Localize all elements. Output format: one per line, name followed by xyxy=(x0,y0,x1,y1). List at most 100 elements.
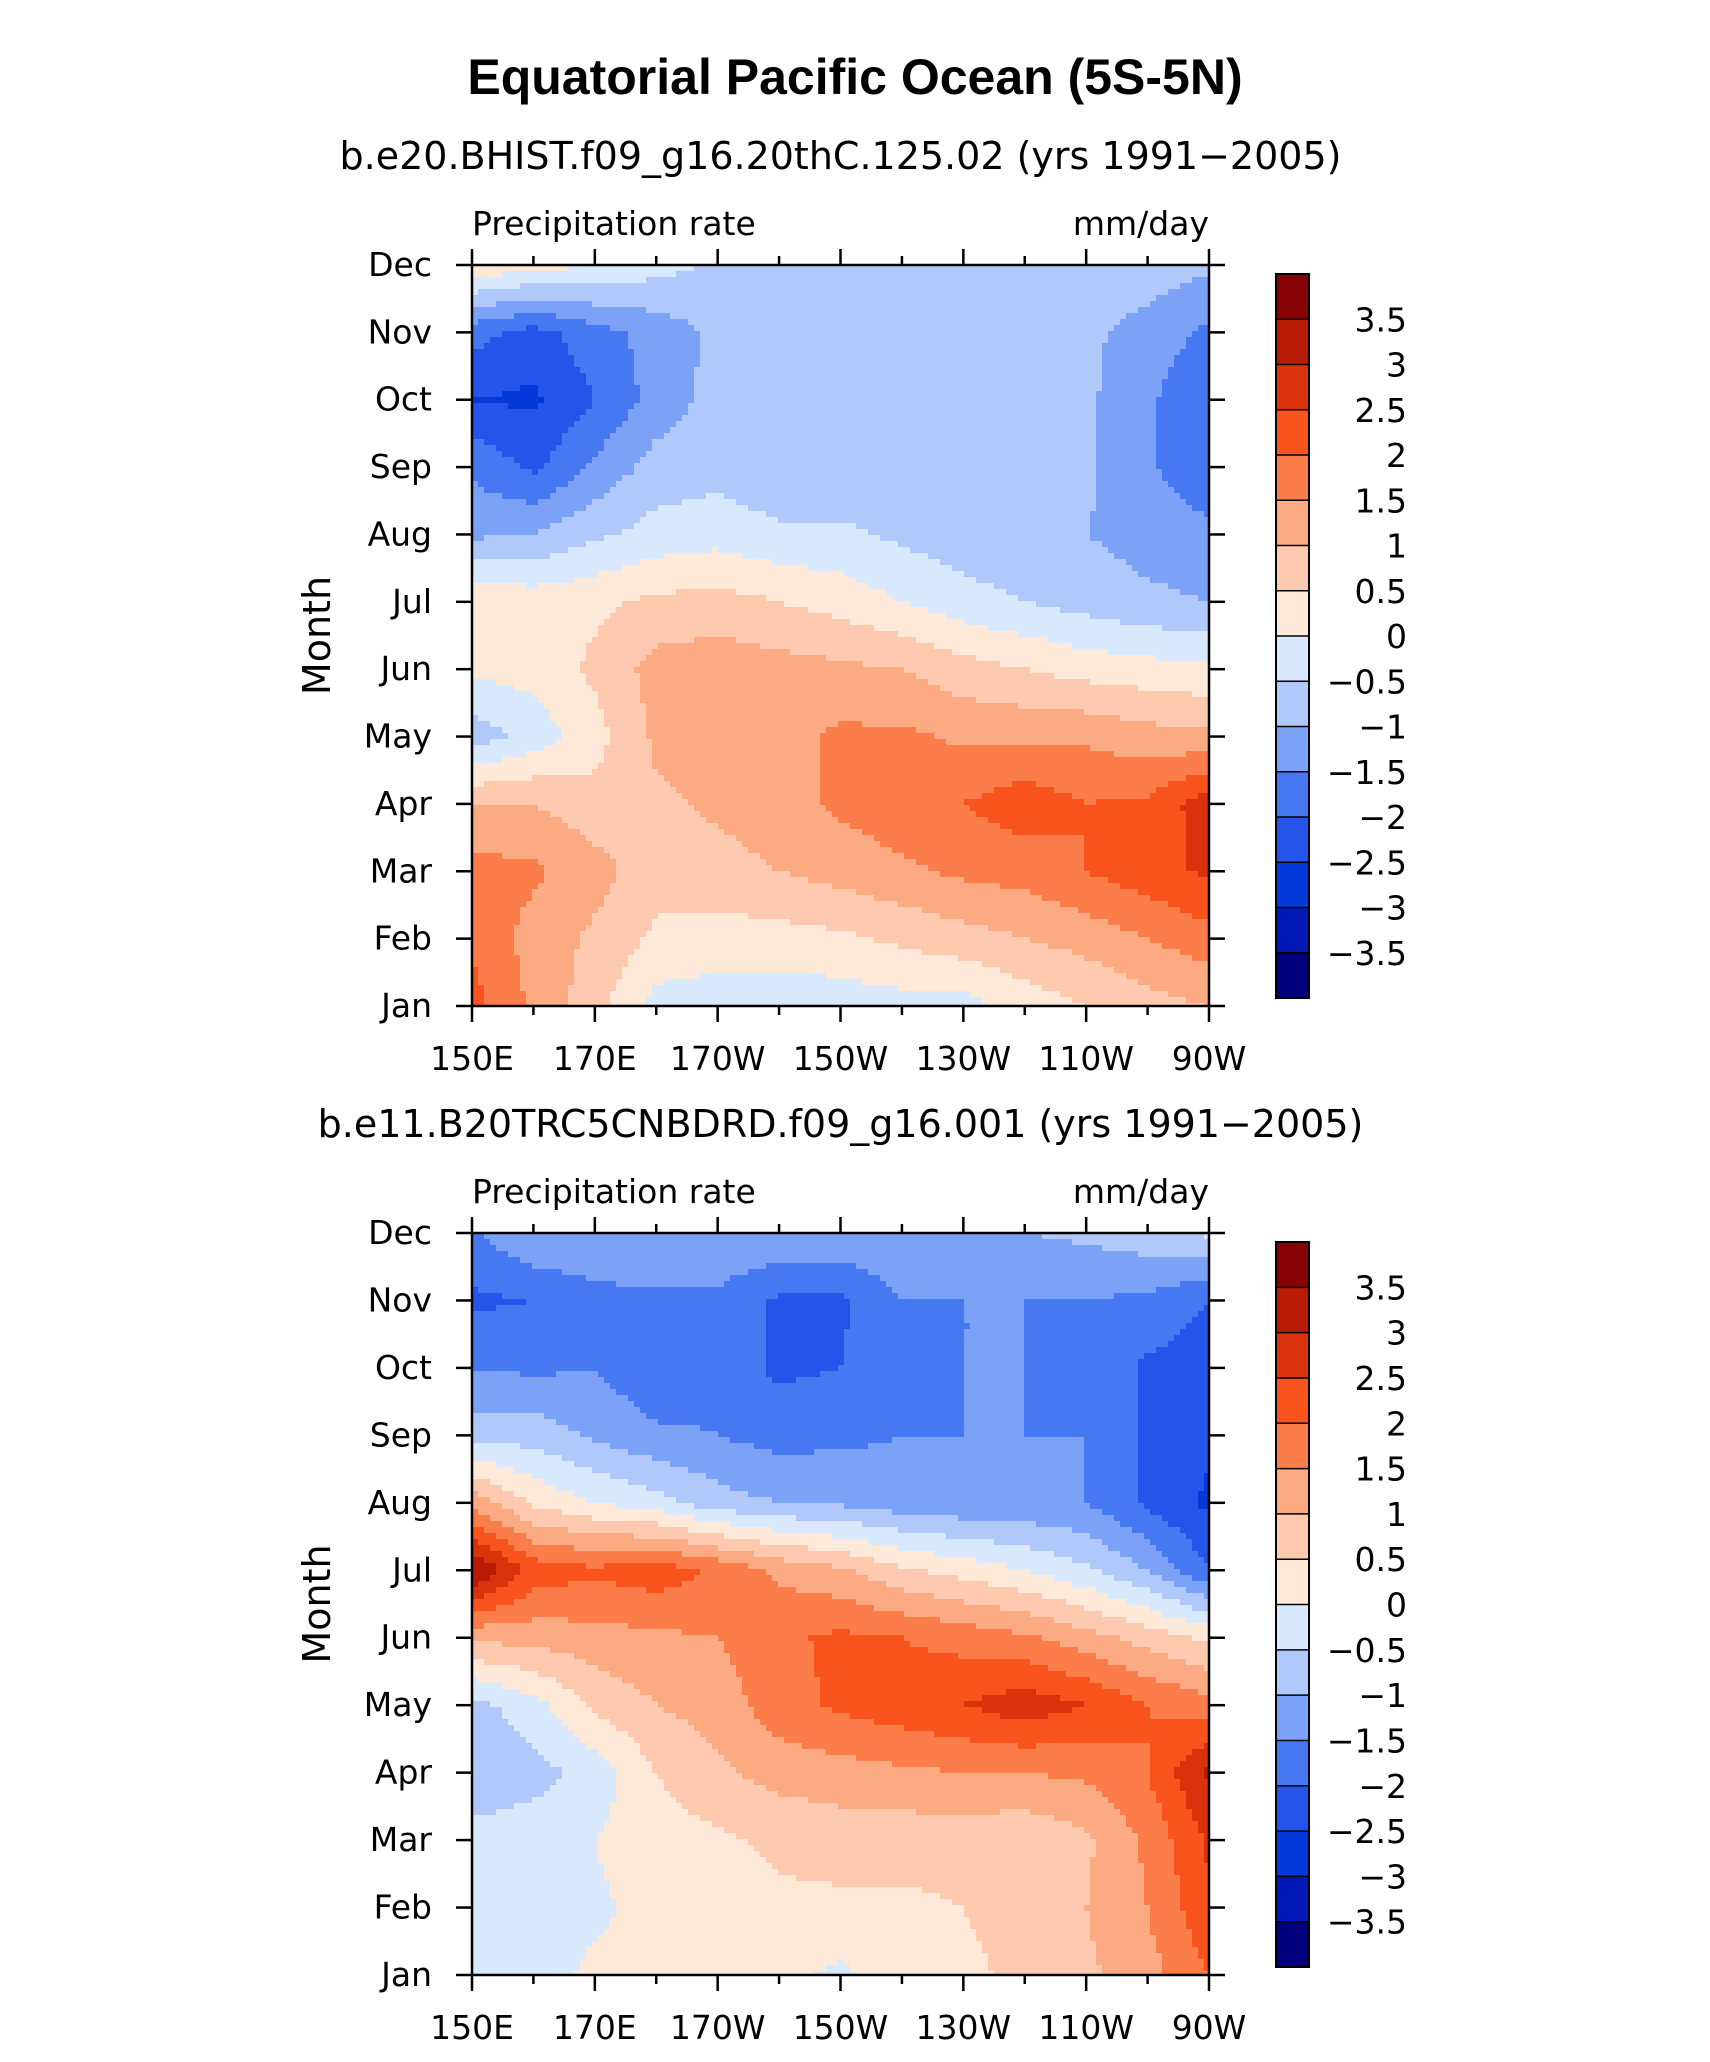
contour-cell xyxy=(544,301,551,308)
contour-cell xyxy=(718,271,725,278)
contour-cell xyxy=(958,481,965,488)
contour-cell xyxy=(718,265,725,272)
contour-cell xyxy=(808,265,815,272)
contour-cell xyxy=(628,271,635,278)
contour-cell xyxy=(766,331,773,338)
contour-cell xyxy=(922,409,929,416)
contour-cell xyxy=(676,379,683,386)
contour-cell xyxy=(748,265,755,272)
contour-cell xyxy=(874,319,881,326)
contour-cell xyxy=(706,301,713,308)
contour-cell xyxy=(850,277,857,284)
contour-cell xyxy=(838,289,845,296)
contour-cell xyxy=(754,481,761,488)
contour-cell xyxy=(1144,385,1151,392)
contour-cell xyxy=(862,475,869,482)
contour-cell xyxy=(1204,385,1210,392)
contour-cell xyxy=(1054,277,1061,284)
contour-cell xyxy=(628,367,635,374)
contour-cell xyxy=(718,319,725,326)
contour-cell xyxy=(850,313,857,320)
contour-cell xyxy=(886,439,893,446)
contour-cell xyxy=(640,397,647,404)
contour-cell xyxy=(1030,445,1037,452)
contour-cell xyxy=(976,415,983,422)
contour-cell xyxy=(1036,481,1043,488)
contour-cell xyxy=(1078,277,1085,284)
contour-cell xyxy=(1096,367,1103,374)
contour-cell xyxy=(586,487,593,494)
contour-cell xyxy=(646,391,653,398)
contour-cell xyxy=(718,493,725,500)
contour-cell xyxy=(598,355,605,362)
contour-cell xyxy=(640,379,647,386)
contour-cell xyxy=(730,331,737,338)
contour-cell xyxy=(1012,331,1019,338)
contour-cell xyxy=(1072,451,1079,458)
contour-cell xyxy=(892,283,899,290)
contour-cell xyxy=(892,295,899,302)
contour-cell xyxy=(922,271,929,278)
contour-cell xyxy=(982,487,989,494)
contour-cell xyxy=(676,277,683,284)
contour-cell xyxy=(586,349,593,356)
contour-cell xyxy=(832,307,839,314)
contour-cell xyxy=(976,469,983,476)
contour-cell xyxy=(472,457,479,464)
contour-cell xyxy=(700,469,707,476)
contour-cell xyxy=(820,361,827,368)
contour-cell xyxy=(802,289,809,296)
contour-cell xyxy=(748,499,755,506)
contour-cell xyxy=(562,319,569,326)
contour-cell xyxy=(790,475,797,482)
contour-cell xyxy=(592,451,599,458)
contour-cell xyxy=(538,325,545,332)
contour-cell xyxy=(712,397,719,404)
contour-cell xyxy=(580,481,587,488)
contour-cell xyxy=(814,313,821,320)
contour-cell xyxy=(610,283,617,290)
contour-cell xyxy=(658,433,665,440)
contour-cell xyxy=(772,469,779,476)
contour-cell xyxy=(742,289,749,296)
contour-cell xyxy=(862,457,869,464)
contour-cell xyxy=(718,469,725,476)
contour-cell xyxy=(538,277,545,284)
contour-cell xyxy=(1186,277,1193,284)
contour-cell xyxy=(1060,283,1067,290)
contour-cell xyxy=(490,505,497,512)
contour-cell xyxy=(832,289,839,296)
contour-cell xyxy=(484,415,491,422)
contour-cell xyxy=(550,499,557,506)
contour-cell xyxy=(520,457,527,464)
contour-cell xyxy=(646,361,653,368)
contour-cell xyxy=(760,265,767,272)
contour-cell xyxy=(880,451,887,458)
contour-cell xyxy=(964,373,971,380)
contour-cell xyxy=(514,313,521,320)
contour-cell xyxy=(802,331,809,338)
contour-cell xyxy=(1198,433,1205,440)
contour-cell xyxy=(718,313,725,320)
contour-cell xyxy=(1042,487,1049,494)
contour-cell xyxy=(892,361,899,368)
contour-cell xyxy=(994,265,1001,272)
contour-cell xyxy=(490,307,497,314)
contour-cell xyxy=(520,283,527,290)
contour-cell xyxy=(916,397,923,404)
contour-cell xyxy=(874,325,881,332)
contour-cell xyxy=(1006,301,1013,308)
contour-cell xyxy=(694,505,701,512)
contour-cell xyxy=(730,307,737,314)
contour-cell xyxy=(688,385,695,392)
contour-cell xyxy=(1018,379,1025,386)
contour-cell xyxy=(622,289,629,296)
contour-cell xyxy=(1078,319,1085,326)
contour-cell xyxy=(562,367,569,374)
contour-cell xyxy=(730,463,737,470)
contour-cell xyxy=(484,403,491,410)
contour-cell xyxy=(526,481,533,488)
contour-cell xyxy=(1168,367,1175,374)
contour-cell xyxy=(598,463,605,470)
contour-cell xyxy=(922,385,929,392)
